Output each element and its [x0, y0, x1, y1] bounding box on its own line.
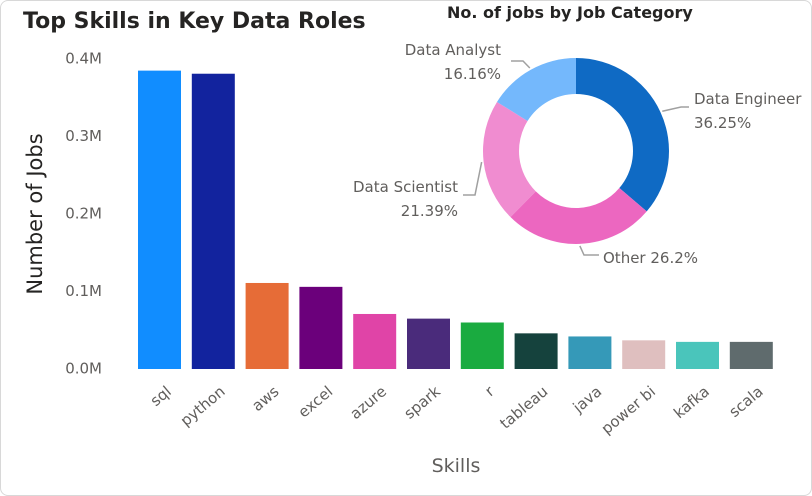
- bar-sql[interactable]: [138, 70, 181, 369]
- y-tick-label: 0.3M: [65, 127, 102, 145]
- leader-line: [463, 161, 483, 196]
- bar-chart-title: Top Skills in Key Data Roles: [23, 9, 366, 34]
- bar-spark[interactable]: [407, 318, 450, 369]
- pct-data-engineer: 36.25%: [694, 114, 751, 132]
- label-data-engineer: Data Engineer: [694, 90, 802, 108]
- pct-data-scientist: 21.39%: [401, 202, 458, 220]
- bar-r[interactable]: [460, 322, 504, 370]
- leader-line: [662, 106, 689, 112]
- leader-line: [511, 60, 531, 69]
- bar-excel[interactable]: [299, 286, 343, 369]
- bar-power-bi[interactable]: [622, 340, 666, 369]
- bar-azure[interactable]: [353, 313, 397, 369]
- bar-kafka[interactable]: [676, 341, 719, 369]
- label-data-analyst: Data Analyst: [405, 41, 501, 59]
- bar-tableau[interactable]: [514, 333, 558, 369]
- y-tick-label: 0.2M: [65, 205, 102, 223]
- bar-java[interactable]: [568, 336, 612, 369]
- pct-data-analyst: 16.16%: [444, 65, 501, 83]
- y-tick-label: 0.0M: [65, 360, 102, 378]
- slice-other[interactable]: [510, 188, 647, 245]
- x-axis-title: Skills: [432, 455, 481, 477]
- slice-data-engineer[interactable]: [576, 58, 669, 212]
- leader-line: [579, 245, 599, 256]
- bar-scala[interactable]: [729, 341, 773, 369]
- donut-chart-title: No. of jobs by Job Category: [447, 3, 693, 22]
- y-axis-title: Number of Jobs: [23, 133, 47, 294]
- bar-python[interactable]: [191, 73, 235, 369]
- y-tick-label: 0.4M: [65, 50, 102, 68]
- y-tick-label: 0.1M: [65, 282, 102, 300]
- label-data-scientist: Data Scientist: [353, 178, 458, 196]
- slice-data-scientist[interactable]: [483, 101, 536, 217]
- bar-aws[interactable]: [245, 282, 289, 369]
- slice-data-analyst[interactable]: [496, 57, 576, 121]
- label-other: Other 26.2%: [603, 249, 698, 267]
